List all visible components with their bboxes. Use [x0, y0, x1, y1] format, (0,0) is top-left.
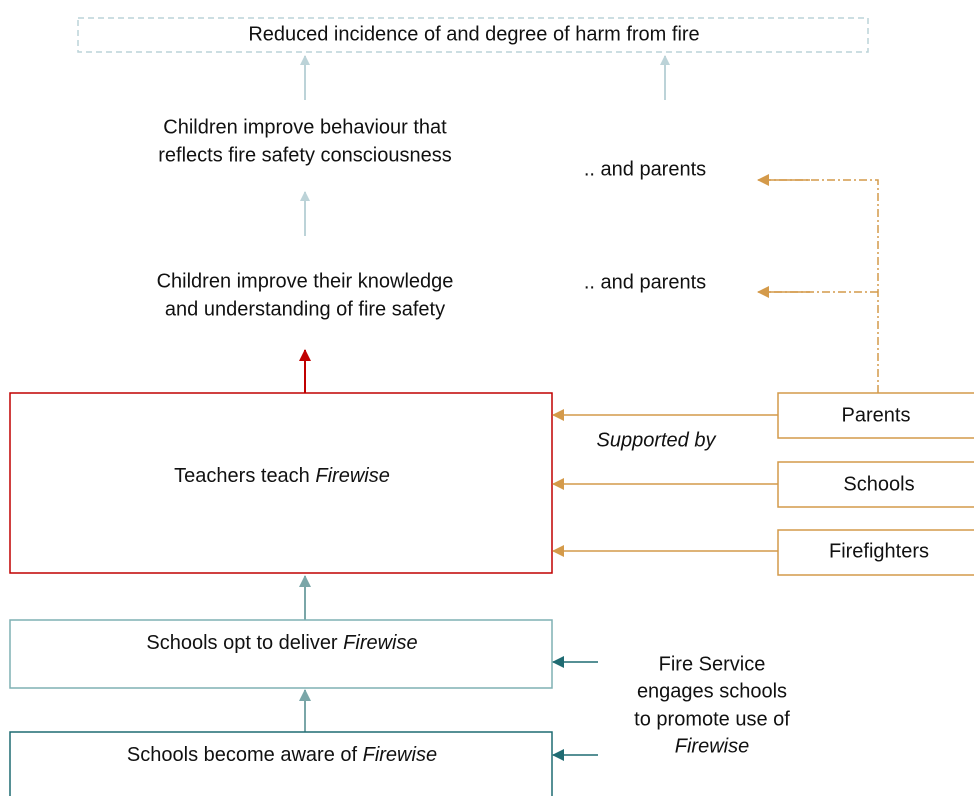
fire-service-emphasis: Firewise [675, 735, 749, 757]
aware-text: Schools become aware of Firewise [127, 744, 437, 766]
fire-service-line: engages schools [637, 680, 787, 702]
supporter: Parents [842, 404, 911, 426]
supported-by: Supported by [597, 429, 717, 451]
fire-service-line: to promote use of [634, 708, 790, 730]
supporter: Schools [843, 473, 914, 495]
opt-plain: Schools opt to deliver [146, 632, 343, 654]
supporter: Firefighters [829, 540, 929, 562]
knowledge-line: Children improve their knowledge [157, 270, 454, 292]
aware-box [9, 731, 553, 796]
behaviour-parents: .. and parents [584, 158, 706, 180]
dash-link [760, 179, 879, 393]
aware-plain: Schools become aware of [127, 744, 363, 766]
teach-plain: Teachers teach [174, 465, 315, 487]
teach-emphasis: Firewise [315, 465, 389, 487]
behaviour-line: Children improve behaviour that [163, 116, 447, 138]
aware-emphasis: Firewise [363, 744, 437, 766]
fire-service-line: Fire Service [659, 653, 766, 675]
firefighters-box [777, 529, 974, 576]
behaviour-line: reflects fire safety consciousness [158, 144, 451, 166]
knowledge-line: and understanding of fire safety [165, 298, 445, 320]
goal-text: Reduced incidence of and degree of harm … [248, 23, 699, 45]
goal-box [77, 17, 869, 53]
opt-text: Schools opt to deliver Firewise [146, 632, 417, 654]
knowledge-parents: .. and parents [584, 271, 706, 293]
opt-emphasis: Firewise [343, 632, 417, 654]
opt-box [9, 619, 553, 689]
teach-text: Teachers teach Firewise [174, 465, 390, 487]
